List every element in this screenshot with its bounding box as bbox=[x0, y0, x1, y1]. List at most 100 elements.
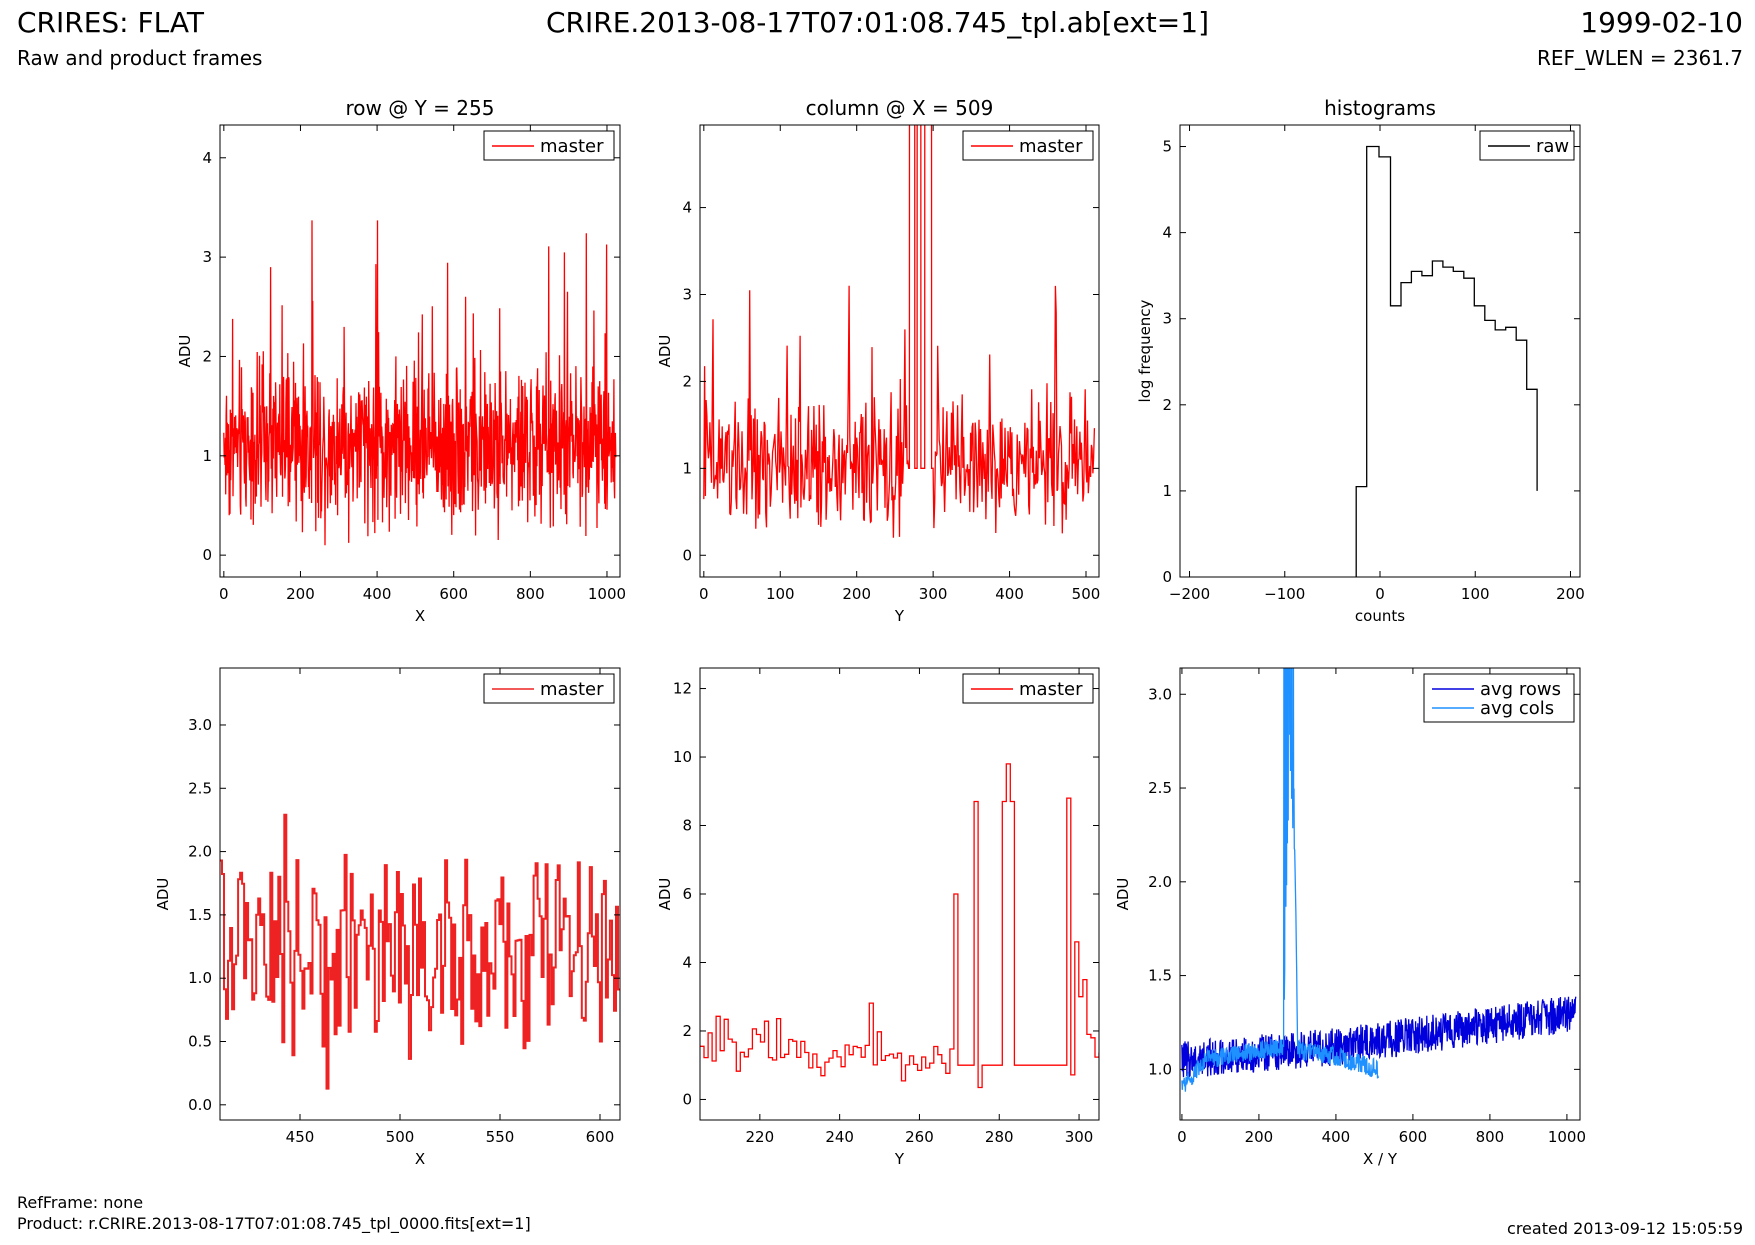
chart-title: row @ Y = 255 bbox=[346, 96, 495, 120]
y-tick-label: 2.5 bbox=[1148, 779, 1172, 797]
x-tick-label: 1000 bbox=[588, 585, 626, 603]
y-tick-label: 12 bbox=[673, 680, 692, 698]
x-tick-label: 600 bbox=[439, 585, 468, 603]
y-tick-label: 4 bbox=[202, 149, 212, 167]
x-tick-label: 200 bbox=[286, 585, 315, 603]
y-tick-label: 4 bbox=[1162, 224, 1172, 242]
x-tick-label: 600 bbox=[586, 1128, 615, 1146]
series-line-avg-1 bbox=[1181, 668, 1379, 1092]
series-line-avg-0 bbox=[1181, 996, 1577, 1078]
y-tick-label: 1 bbox=[682, 459, 692, 477]
x-tick-label: 0 bbox=[1375, 585, 1385, 603]
x-tick-label: 300 bbox=[919, 585, 948, 603]
x-tick-label: 400 bbox=[1322, 1128, 1351, 1146]
y-tick-label: 2.5 bbox=[188, 779, 212, 797]
legend-label: avg cols bbox=[1480, 698, 1554, 719]
y-axis-label: ADU bbox=[656, 878, 674, 911]
chart-col: 0 100 200 300 400 500 0 1 2 3 4 column @ X = 509 Y AD… bbox=[656, 96, 1101, 625]
x-tick-label: 100 bbox=[766, 585, 795, 603]
x-tick-label: −200 bbox=[1169, 585, 1210, 603]
chart-title: histograms bbox=[1324, 96, 1436, 120]
legend-label: master bbox=[540, 679, 604, 700]
x-tick-label: 0 bbox=[699, 585, 709, 603]
product-label: Product: r.CRIRE.2013-08-17T07:01:08.745… bbox=[17, 1214, 531, 1233]
x-tick-label: 400 bbox=[995, 585, 1024, 603]
y-tick-label: 4 bbox=[682, 953, 692, 971]
x-tick-label: 800 bbox=[1476, 1128, 1505, 1146]
x-axis-label: X bbox=[415, 1150, 425, 1168]
chart-row: 0 200 400 600 800 1000 0 1 2 3 4 row @ Y = 255 X ADU m… bbox=[176, 96, 626, 625]
x-tick-label: 300 bbox=[1065, 1128, 1094, 1146]
legend-label: avg rows bbox=[1480, 679, 1561, 700]
chart-col_zoom: 220 240 260 280 300 0 2 4 6 8 10 12 Y ADU master bbox=[656, 667, 1100, 1168]
x-tick-label: 200 bbox=[1556, 585, 1585, 603]
y-tick-label: 2 bbox=[202, 347, 212, 365]
series-line-row_zoom-0 bbox=[220, 813, 620, 1090]
page-title: CRIRES: FLAT bbox=[17, 6, 204, 39]
y-axis-label: log frequency bbox=[1136, 299, 1154, 402]
y-tick-label: 0.5 bbox=[188, 1033, 212, 1051]
x-tick-label: 600 bbox=[1399, 1128, 1428, 1146]
series-line-col_zoom-0 bbox=[700, 763, 1099, 1089]
date-label: 1999-02-10 bbox=[1580, 6, 1743, 39]
y-tick-label: 2 bbox=[682, 1022, 692, 1040]
y-tick-label: 2 bbox=[682, 372, 692, 390]
y-axis-label: ADU bbox=[154, 878, 172, 911]
plot-frame bbox=[219, 667, 621, 1121]
chart-avg: 0 200 400 600 800 1000 1.0 1.5 2.0 2.5 3.0 X / Y ADU… bbox=[1114, 667, 1586, 1168]
legend-box bbox=[1423, 673, 1575, 723]
y-tick-label: 3.0 bbox=[1148, 685, 1172, 703]
ref-wlen-label: REF_WLEN = 2361.7 bbox=[1536, 46, 1743, 70]
x-tick-label: 450 bbox=[286, 1128, 315, 1146]
y-tick-label: 3 bbox=[682, 286, 692, 304]
x-tick-label: 100 bbox=[1461, 585, 1490, 603]
y-tick-label: 1.0 bbox=[188, 969, 212, 987]
x-tick-label: 220 bbox=[746, 1128, 775, 1146]
chart-title: column @ X = 509 bbox=[806, 96, 994, 120]
plot-frame bbox=[699, 124, 1100, 578]
y-tick-label: 1.5 bbox=[188, 906, 212, 924]
y-tick-label: 0 bbox=[202, 546, 212, 564]
y-tick-label: 2.0 bbox=[188, 843, 212, 861]
legend-label: master bbox=[540, 136, 604, 157]
x-tick-label: 200 bbox=[1245, 1128, 1274, 1146]
x-tick-label: 260 bbox=[905, 1128, 934, 1146]
legend-label: master bbox=[1019, 136, 1083, 157]
y-tick-label: 0 bbox=[682, 546, 692, 564]
plot-frame bbox=[1179, 667, 1581, 1121]
y-tick-label: 8 bbox=[682, 817, 692, 835]
y-axis-label: ADU bbox=[656, 335, 674, 368]
y-tick-label: 2 bbox=[1162, 396, 1172, 414]
x-axis-label: X bbox=[415, 607, 425, 625]
plot-frame bbox=[699, 667, 1100, 1121]
y-tick-label: 1.5 bbox=[1148, 967, 1172, 985]
x-axis-label: Y bbox=[894, 607, 905, 625]
y-tick-label: 6 bbox=[682, 885, 692, 903]
series-line-hist-0 bbox=[1355, 145, 1538, 577]
y-tick-label: 1.0 bbox=[1148, 1060, 1172, 1078]
plot-frame bbox=[1179, 124, 1581, 578]
chart-hist: −200 −100 0 100 200 0 1 2 3 4 5 histograms counts log… bbox=[1136, 96, 1585, 625]
refframe-label: RefFrame: none bbox=[17, 1193, 144, 1212]
y-axis-label: ADU bbox=[176, 335, 194, 368]
series-line-col-0 bbox=[703, 125, 1096, 538]
y-tick-label: 5 bbox=[1162, 138, 1172, 156]
x-axis-label: X / Y bbox=[1363, 1150, 1398, 1168]
y-tick-label: 4 bbox=[682, 199, 692, 217]
page-subtitle: Raw and product frames bbox=[17, 46, 263, 70]
created-label: created 2013-09-12 15:05:59 bbox=[1507, 1219, 1743, 1238]
y-tick-label: 3 bbox=[1162, 310, 1172, 328]
x-tick-label: 800 bbox=[516, 585, 545, 603]
y-tick-label: 3.0 bbox=[188, 716, 212, 734]
series-line-row-0 bbox=[223, 220, 617, 546]
plot-frame bbox=[219, 124, 621, 578]
file-title: CRIRE.2013-08-17T07:01:08.745_tpl.ab[ext… bbox=[545, 6, 1209, 39]
x-tick-label: 500 bbox=[386, 1128, 415, 1146]
x-tick-label: 200 bbox=[842, 585, 871, 603]
x-tick-label: 280 bbox=[985, 1128, 1014, 1146]
x-tick-label: 500 bbox=[1072, 585, 1101, 603]
y-axis-label: ADU bbox=[1114, 878, 1132, 911]
x-tick-label: 0 bbox=[1177, 1128, 1187, 1146]
y-tick-label: 0.0 bbox=[188, 1096, 212, 1114]
